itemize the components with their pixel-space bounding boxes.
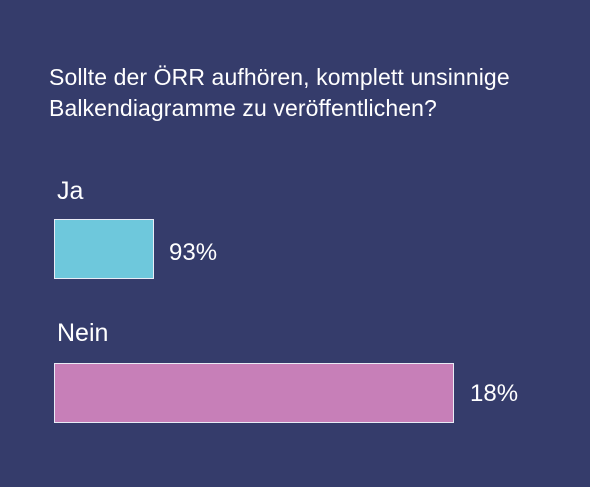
chart-title: Sollte der ÖRR aufhören, komplett unsinn… — [49, 64, 510, 121]
category-label-nein: Nein — [57, 319, 109, 347]
bar-nein — [54, 363, 454, 423]
value-label-ja: 93% — [169, 239, 218, 266]
category-label-ja: Ja — [57, 177, 84, 205]
bar-ja — [54, 219, 154, 279]
value-label-nein: 18% — [470, 380, 519, 407]
